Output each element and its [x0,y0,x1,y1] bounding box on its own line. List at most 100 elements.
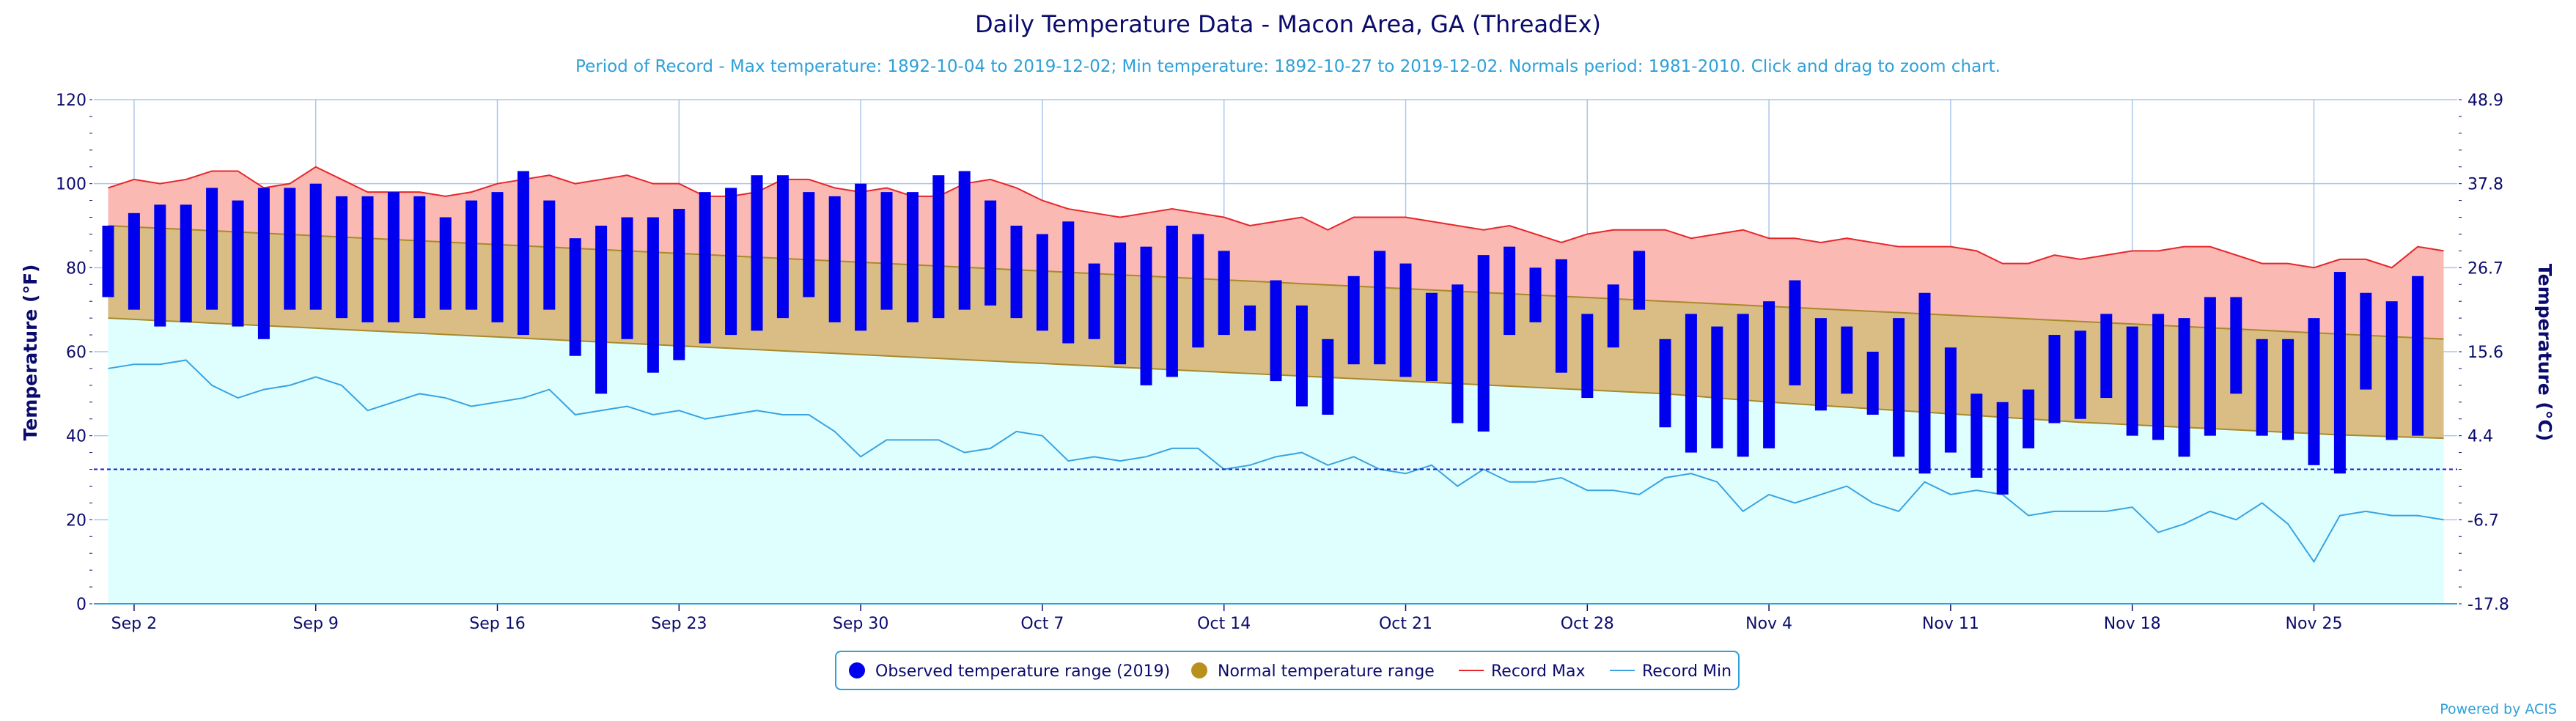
observed-range-bar[interactable] [206,188,218,310]
observed-range-bar[interactable] [725,188,737,336]
observed-range-bar[interactable] [543,200,556,310]
observed-range-bar[interactable] [1893,318,1905,457]
observed-range-bar[interactable] [309,183,322,310]
observed-range-bar[interactable] [1166,226,1178,377]
observed-range-bar[interactable] [1814,318,1827,411]
observed-range-bar[interactable] [387,192,400,322]
observed-range-bar[interactable] [1322,339,1334,415]
observed-range-bar[interactable] [2230,297,2242,394]
observed-range-bar[interactable] [2048,335,2061,424]
observed-range-bar[interactable] [1088,263,1100,339]
observed-range-bar[interactable] [621,217,633,339]
y-tick-label-left: 20 [66,511,87,530]
observed-range-bar[interactable] [1581,314,1594,399]
observed-range-bar[interactable] [595,226,608,394]
observed-range-bar[interactable] [2308,318,2320,465]
observed-range-bar[interactable] [128,212,140,310]
observed-range-bar[interactable] [1970,393,1983,478]
observed-range-bar[interactable] [2204,297,2216,436]
observed-range-bar[interactable] [647,217,659,373]
observed-range-bar[interactable] [699,192,711,344]
observed-range-bar[interactable] [413,196,426,319]
observed-range-bar[interactable] [1010,226,1023,319]
observed-range-bar[interactable] [257,188,270,339]
observed-range-bar[interactable] [2256,339,2268,436]
observed-range-bar[interactable] [2333,272,2346,474]
observed-range-bar[interactable] [2360,292,2372,390]
observed-range-bar[interactable] [1114,242,1127,365]
observed-range-bar[interactable] [1425,292,1438,382]
observed-range-bar[interactable] [1685,314,1697,453]
observed-range-bar[interactable] [102,226,114,297]
powered-by-credit[interactable]: Powered by ACIS [2440,701,2557,717]
legend-item-observed[interactable]: Observed temperature range (2019) [849,662,1170,681]
observed-range-bar[interactable] [828,196,841,322]
observed-range-bar[interactable] [1036,234,1048,331]
legend-item-record-max[interactable]: Record Max [1459,662,1586,681]
observed-range-bar[interactable] [776,175,789,319]
observed-range-bar[interactable] [1633,251,1646,310]
observed-range-bar[interactable] [1866,352,1879,415]
record-min-line[interactable] [108,359,2444,563]
observed-range-bar[interactable] [1218,251,1230,336]
observed-range-bar[interactable] [439,217,452,310]
observed-range-bar[interactable] [154,204,166,327]
observed-range-bar[interactable] [1737,314,1749,457]
observed-range-bar[interactable] [2100,314,2113,399]
observed-range-bar[interactable] [932,175,945,319]
observed-range-bar[interactable] [751,175,763,331]
observed-range-bar[interactable] [2178,318,2190,457]
observed-range-bar[interactable] [1711,326,1723,448]
observed-range-bar[interactable] [284,188,296,310]
observed-range-bar[interactable] [1244,305,1256,331]
observed-range-bar[interactable] [803,192,815,297]
observed-range-bar[interactable] [1529,267,1542,322]
observed-range-bar[interactable] [361,196,374,322]
legend-item-normal[interactable]: Normal temperature range [1191,662,1435,681]
observed-range-bar[interactable] [958,171,971,310]
observed-range-bar[interactable] [1295,305,1308,407]
observed-range-bar[interactable] [1451,284,1464,424]
observed-range-bar[interactable] [2023,389,2035,448]
observed-range-bar[interactable] [2074,330,2086,419]
observed-range-bar[interactable] [465,200,478,310]
observed-range-bar[interactable] [1944,347,1957,453]
observed-range-bar[interactable] [336,196,348,319]
observed-range-bar[interactable] [855,183,867,331]
observed-range-bar[interactable] [1841,326,1853,394]
observed-range-bar[interactable] [2385,301,2398,440]
observed-range-bar[interactable] [1140,246,1152,385]
observed-range-bar[interactable] [232,200,244,327]
observed-range-bar[interactable] [1374,251,1386,365]
observed-range-bar[interactable] [1399,263,1412,377]
observed-range-bar[interactable] [1763,301,1775,448]
observed-range-bar[interactable] [1918,292,1931,474]
observed-range-bar[interactable] [1659,339,1671,428]
observed-range-bar[interactable] [1504,246,1516,336]
observed-range-bar[interactable] [180,204,192,322]
observed-range-bar[interactable] [1607,284,1619,348]
observed-range-bar[interactable] [1270,280,1282,382]
observed-range-bar[interactable] [517,171,529,336]
observed-range-bar[interactable] [2152,314,2165,440]
observed-range-bar[interactable] [673,209,685,360]
observed-range-bar[interactable] [2282,339,2295,440]
observed-range-bar[interactable] [2412,276,2424,436]
observed-range-bar[interactable] [1477,255,1490,432]
legend-item-record-min[interactable]: Record Min [1610,662,1732,681]
observed-range-bar[interactable] [880,192,893,310]
observed-range-bar[interactable] [985,200,997,306]
observed-range-bar[interactable] [569,238,581,356]
observed-range-bar[interactable] [1062,221,1075,344]
observed-range-bar[interactable] [1996,402,2009,495]
observed-range-bar[interactable] [491,192,504,322]
record-max-line[interactable] [108,166,2444,269]
observed-range-bar[interactable] [1789,280,1801,385]
observed-range-bar[interactable] [1192,234,1204,348]
observed-range-bar[interactable] [1347,276,1360,365]
x-tick-label: Nov 25 [2286,615,2343,633]
observed-range-bar[interactable] [2126,326,2138,436]
observed-range-bar[interactable] [906,192,919,322]
observed-range-bar[interactable] [1555,259,1567,373]
